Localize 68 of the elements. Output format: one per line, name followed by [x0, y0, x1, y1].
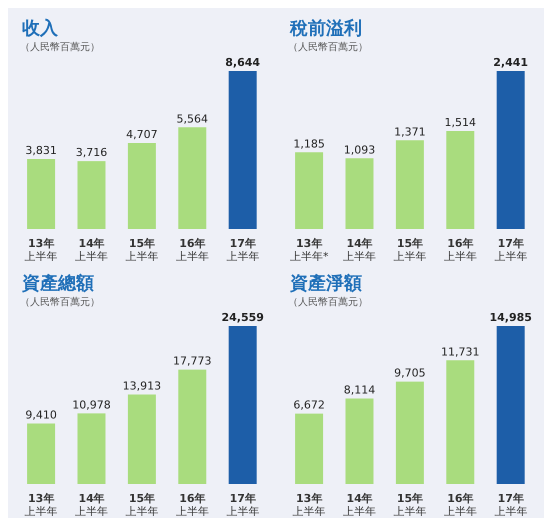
x-tick-label: 13年上半年 [292, 492, 326, 518]
x-tick-label: 13年上半年* [290, 237, 329, 263]
data-label: 1,514 [444, 116, 476, 129]
x-tick-label: 17年上半年 [226, 237, 260, 263]
data-label: 5,564 [176, 112, 208, 126]
bar [178, 370, 206, 484]
bar [178, 127, 206, 229]
data-label: 8,644 [225, 56, 260, 69]
bar [77, 413, 106, 484]
data-label: 10,978 [72, 398, 111, 412]
x-tick-label: 14年上半年 [75, 492, 108, 518]
x-tick-label: 13年上半年 [24, 492, 58, 518]
x-tick-label: 15年上半年 [126, 237, 158, 263]
x-tick-label: 13年上半年 [24, 237, 58, 263]
x-tick-label: 16年上半年 [444, 237, 477, 263]
bar [446, 360, 474, 484]
x-tick-label: 14年上半年 [343, 492, 376, 518]
x-tick-label: 16年上半年 [176, 237, 209, 263]
data-label: 6,672 [293, 398, 325, 412]
data-label: 2,441 [493, 56, 528, 69]
chart-title: 收入 [22, 17, 58, 40]
data-label: 8,114 [344, 383, 376, 396]
chart-title: 稅前溢利 [290, 17, 362, 40]
x-tick-label: 16年上半年 [176, 492, 209, 518]
data-label: 4,707 [126, 128, 158, 141]
data-label: 9,410 [25, 408, 57, 422]
x-tick-label: 15年上半年 [126, 492, 158, 518]
data-label: 14,985 [489, 311, 532, 324]
x-tick-label: 17年上半年 [226, 492, 260, 518]
chart-title: 資產淨額 [290, 272, 362, 295]
bar [128, 394, 156, 484]
chart-subtitle: （人民幣百萬元） [288, 296, 368, 309]
bar [77, 161, 106, 229]
bar [446, 131, 474, 229]
x-tick-label: 17年上半年 [494, 237, 528, 263]
bar [228, 326, 257, 484]
x-tick-label: 16年上半年 [444, 492, 477, 518]
bar [345, 158, 374, 229]
chart-subtitle: （人民幣百萬元） [20, 296, 100, 309]
bar [27, 158, 56, 229]
data-label: 9,705 [394, 366, 426, 380]
bar [27, 423, 56, 484]
data-label: 1,185 [293, 137, 325, 150]
chart-title: 資產總額 [22, 272, 94, 295]
data-label: 17,773 [173, 354, 212, 368]
data-label: 3,831 [25, 144, 57, 157]
data-label: 24,559 [221, 311, 264, 324]
bar [228, 71, 257, 229]
data-label: 3,716 [76, 146, 108, 160]
chart-subtitle: （人民幣百萬元） [20, 40, 100, 54]
bar [396, 382, 424, 484]
data-label: 13,913 [122, 379, 162, 392]
data-label: 1,371 [394, 125, 426, 138]
bar [345, 398, 374, 484]
data-label: 11,731 [441, 345, 480, 358]
x-tick-label: 17年上半年 [494, 492, 528, 518]
bar [496, 71, 525, 229]
x-tick-label: 14年上半年 [343, 237, 376, 263]
x-tick-label: 15年上半年 [394, 492, 426, 518]
bar [295, 152, 324, 229]
bar [128, 142, 156, 229]
x-tick-label: 14年上半年 [75, 237, 108, 263]
chart-subtitle: （人民幣百萬元） [288, 40, 368, 54]
bar [496, 326, 525, 484]
x-tick-label: 15年上半年 [394, 237, 426, 263]
bar [295, 414, 324, 484]
bar [396, 140, 424, 229]
data-label: 1,093 [344, 143, 376, 156]
